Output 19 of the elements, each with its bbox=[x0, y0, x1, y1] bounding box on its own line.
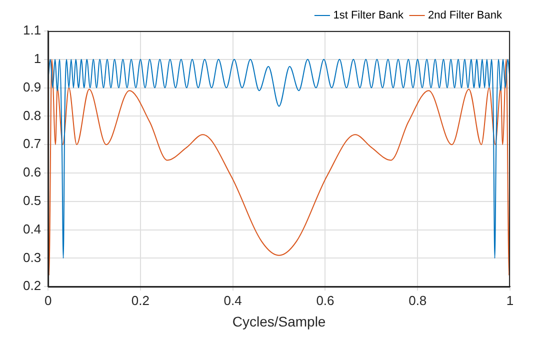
x-tick-label: 1 bbox=[506, 292, 514, 308]
legend-label: 2nd Filter Bank bbox=[428, 10, 502, 22]
y-tick-label: 0.4 bbox=[22, 221, 42, 236]
x-axis-title: Cycles/Sample bbox=[232, 313, 326, 330]
y-tick-label: 1.1 bbox=[22, 22, 42, 38]
y-tick-label: 0.2 bbox=[22, 278, 42, 294]
x-tick-label: 0.4 bbox=[224, 292, 242, 308]
y-tick-label: 0.9 bbox=[22, 79, 42, 94]
x-tick-label: 0 bbox=[44, 292, 52, 308]
y-tick-label: 1 bbox=[34, 50, 42, 66]
y-tick-label: 0.7 bbox=[22, 136, 42, 152]
x-tick-label: 0.2 bbox=[131, 292, 150, 308]
x-tick-label: 0.8 bbox=[408, 292, 427, 308]
legend-label: 1st Filter Bank bbox=[333, 10, 404, 22]
y-tick-label: 0.8 bbox=[22, 108, 42, 123]
y-tick-label: 0.6 bbox=[22, 164, 42, 180]
y-tick-label: 0.5 bbox=[22, 192, 42, 208]
y-tick-label: 0.3 bbox=[22, 250, 42, 265]
x-tick-label: 0.6 bbox=[316, 292, 334, 308]
